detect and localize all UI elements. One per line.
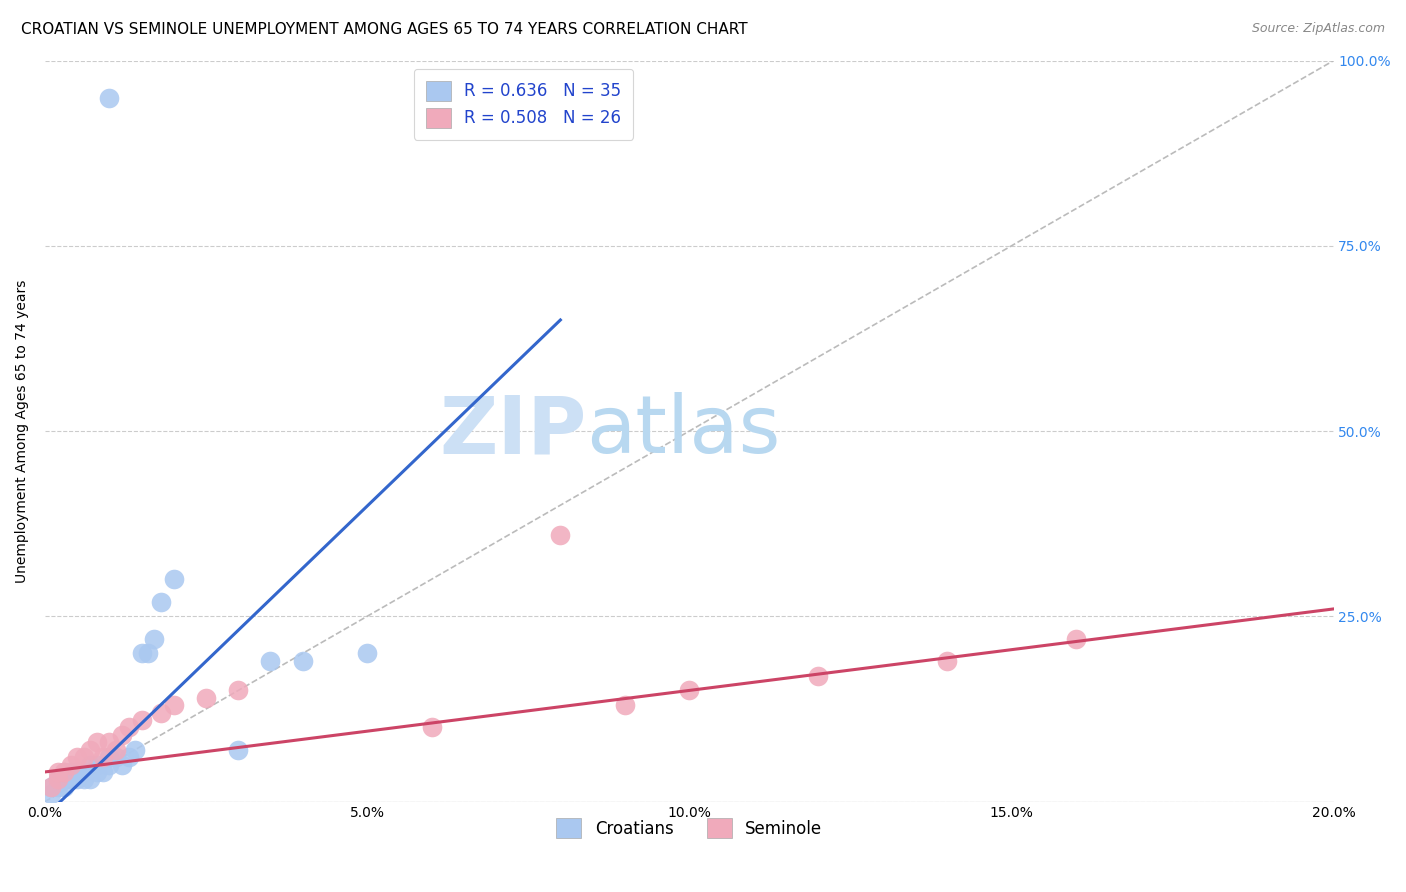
Point: [53, 780, 76, 794]
Point: [91, 764, 114, 779]
Point: [226, 742, 249, 756]
Point: [550, 528, 572, 542]
Text: ZIP: ZIP: [439, 392, 586, 470]
Point: [149, 706, 172, 720]
Point: [46, 772, 69, 787]
Point: [59, 772, 82, 787]
Point: [46, 772, 69, 787]
Point: [124, 742, 146, 756]
Point: [79, 772, 101, 787]
Point: [136, 646, 159, 660]
Point: [91, 750, 114, 764]
Point: [226, 683, 249, 698]
Text: Source: ZipAtlas.com: Source: ZipAtlas.com: [1251, 22, 1385, 36]
Text: CROATIAN VS SEMINOLE UNEMPLOYMENT AMONG AGES 65 TO 74 YEARS CORRELATION CHART: CROATIAN VS SEMINOLE UNEMPLOYMENT AMONG …: [21, 22, 748, 37]
Point: [807, 668, 830, 682]
Point: [1064, 632, 1087, 646]
Point: [104, 750, 127, 764]
Point: [53, 772, 76, 787]
Point: [131, 646, 153, 660]
Point: [98, 91, 121, 105]
Point: [195, 690, 218, 705]
Point: [46, 772, 69, 787]
Point: [143, 632, 166, 646]
Point: [131, 713, 153, 727]
Point: [118, 750, 141, 764]
Point: [41, 780, 63, 794]
Point: [98, 757, 121, 772]
Text: atlas: atlas: [586, 392, 780, 470]
Point: [53, 764, 76, 779]
Point: [86, 735, 108, 749]
Point: [259, 654, 281, 668]
Point: [86, 757, 108, 772]
Point: [291, 654, 314, 668]
Point: [98, 750, 121, 764]
Point: [86, 764, 108, 779]
Point: [104, 742, 127, 756]
Point: [163, 572, 186, 586]
Point: [46, 780, 69, 794]
Point: [149, 594, 172, 608]
Legend: Croatians, Seminole: Croatians, Seminole: [550, 812, 830, 845]
Point: [118, 721, 141, 735]
Point: [79, 757, 101, 772]
Point: [98, 735, 121, 749]
Point: [72, 750, 94, 764]
Point: [111, 728, 134, 742]
Point: [66, 772, 89, 787]
Point: [41, 780, 63, 794]
Point: [420, 721, 443, 735]
Point: [66, 750, 89, 764]
Y-axis label: Unemployment Among Ages 65 to 74 years: Unemployment Among Ages 65 to 74 years: [15, 279, 30, 582]
Point: [678, 683, 700, 698]
Point: [79, 742, 101, 756]
Point: [613, 698, 636, 713]
Point: [59, 764, 82, 779]
Point: [163, 698, 186, 713]
Point: [66, 764, 89, 779]
Point: [936, 654, 959, 668]
Point: [356, 646, 378, 660]
Point: [72, 772, 94, 787]
Point: [53, 764, 76, 779]
Point: [72, 764, 94, 779]
Point: [46, 764, 69, 779]
Point: [111, 757, 134, 772]
Point: [41, 787, 63, 801]
Point: [59, 757, 82, 772]
